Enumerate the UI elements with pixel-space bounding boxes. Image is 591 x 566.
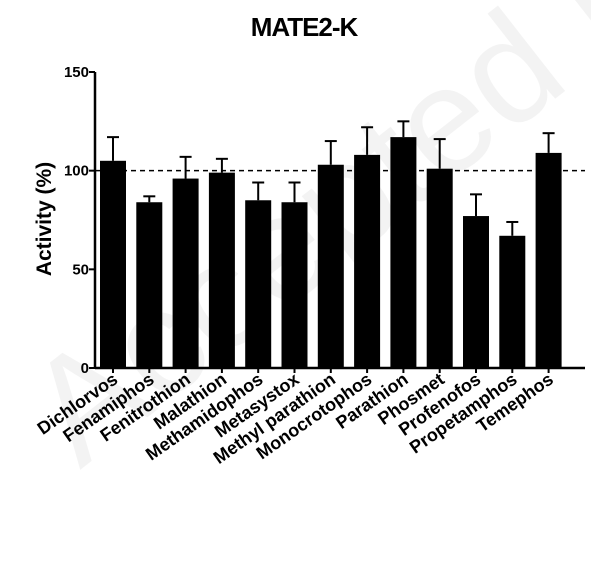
axes: 0 50 100 150 <box>64 64 585 377</box>
bar-monocrotophos <box>354 154 381 368</box>
bar-dichlorvos <box>100 160 126 368</box>
y-tick-label: 100 <box>64 163 89 180</box>
bar-methamidophos <box>245 200 272 368</box>
y-tick-label: 0 <box>81 360 89 377</box>
bar-parathion <box>390 137 417 368</box>
y-tick-label: 50 <box>72 261 89 278</box>
bar-fenitrothion <box>172 178 199 368</box>
bar-malathion <box>208 172 235 368</box>
bar-metasystox <box>281 202 308 368</box>
bar-temephos <box>535 152 562 368</box>
y-tick-label: 150 <box>64 64 89 81</box>
y-axis-label: Activity (%) <box>33 162 56 276</box>
bar-profenofos <box>463 216 489 368</box>
bars <box>100 120 562 368</box>
bar-phosmet <box>426 168 453 368</box>
bar-propetamphos <box>499 235 526 368</box>
bar-methyl-parathion <box>317 164 344 368</box>
chart-title: MATE2-K <box>251 12 359 42</box>
bar-fenamiphos <box>136 202 163 368</box>
